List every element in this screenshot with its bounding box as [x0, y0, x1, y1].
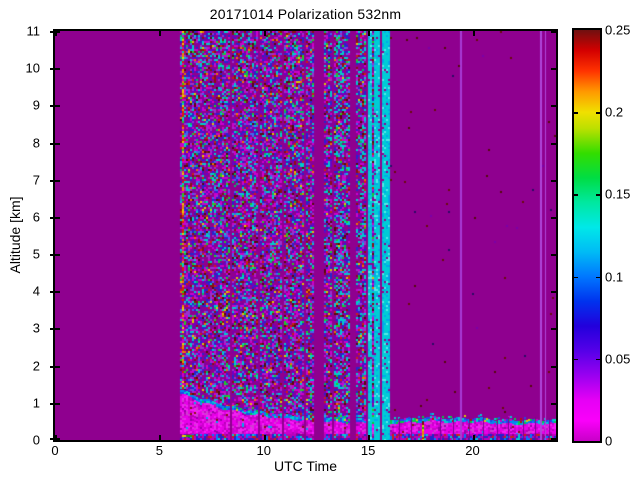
y-tick-right [551, 328, 556, 330]
colorbar-tick-label: 0 [605, 433, 613, 449]
y-tick-label: 7 [32, 172, 40, 188]
colorbar-tick-left [574, 358, 578, 361]
y-tick-left-in [55, 366, 60, 368]
x-tick-bottom [368, 435, 370, 440]
x-tick-top [473, 31, 475, 36]
colorbar-tick-label: 0.2 [605, 104, 624, 120]
colorbar-tick-right [596, 358, 600, 361]
y-tick-label: 4 [32, 283, 40, 299]
y-tick-left-out [50, 68, 54, 70]
x-tick-bottom [264, 435, 266, 440]
x-tick-top [55, 31, 57, 36]
y-tick-right [551, 68, 556, 70]
y-tick-right [551, 143, 556, 145]
colorbar-tick-left [574, 112, 578, 114]
y-tick-right [551, 291, 556, 293]
y-tick-left-out [50, 403, 54, 405]
colorbar-tick-label: 0.25 [605, 22, 631, 38]
plot-area [50, 29, 558, 442]
y-tick-left-out [50, 254, 54, 256]
y-tick-right [551, 105, 556, 107]
colorbar-tick-left [574, 194, 578, 196]
x-tick-label: 5 [155, 443, 163, 458]
x-tick-label: 15 [360, 443, 376, 458]
y-tick-left-out [50, 217, 54, 219]
heatmap-canvas [55, 31, 556, 440]
y-axis-label: Altitude [km] [7, 196, 23, 274]
y-tick-label: 10 [25, 60, 40, 76]
y-tick-right [551, 366, 556, 368]
y-tick-label: 2 [32, 358, 40, 374]
x-tick-bottom [159, 435, 161, 440]
y-tick-left-in [55, 143, 60, 145]
y-tick-label: 3 [32, 320, 40, 336]
y-tick-left-out [50, 143, 54, 145]
y-tick-left-out [50, 438, 54, 440]
y-tick-left-in [55, 254, 60, 256]
y-tick-left-in [55, 328, 60, 330]
chart-title: 20171014 Polarization 532nm [209, 6, 402, 22]
y-tick-label: 5 [32, 246, 40, 262]
x-tick-bottom [55, 435, 57, 440]
y-tick-left-in [55, 403, 60, 405]
y-tick-label: 6 [32, 209, 40, 225]
y-tick-label: 9 [32, 97, 40, 113]
colorbar [572, 28, 602, 443]
y-tick-label: 11 [26, 23, 41, 39]
y-tick-left-out [50, 180, 54, 182]
x-axis-label: UTC Time [274, 458, 337, 474]
x-tick-label: 20 [465, 443, 480, 458]
colorbar-tick-label: 0.05 [605, 351, 631, 367]
y-tick-left-out [50, 31, 54, 33]
x-tick-top [159, 31, 161, 36]
colorbar-gradient [574, 30, 600, 441]
y-tick-right [551, 217, 556, 219]
colorbar-tick-label: 0.1 [605, 269, 624, 285]
y-tick-label: 8 [32, 135, 40, 151]
y-tick-left-in [55, 217, 60, 219]
y-tick-label: 1 [32, 395, 40, 411]
y-tick-right [551, 254, 556, 256]
y-tick-left-in [55, 438, 60, 440]
x-tick-bottom [473, 435, 475, 440]
y-tick-left-out [50, 105, 54, 107]
y-tick-right [551, 180, 556, 182]
colorbar-tick-right [596, 194, 600, 196]
y-tick-right [551, 31, 556, 33]
colorbar-tick-left [574, 276, 578, 279]
x-tick-label: 10 [256, 443, 271, 458]
x-tick-top [264, 31, 266, 36]
y-tick-left-out [50, 291, 54, 293]
colorbar-tick-right [596, 112, 600, 114]
y-tick-left-out [50, 366, 54, 368]
y-tick-left-in [55, 31, 60, 33]
x-tick-label: 0 [51, 443, 59, 458]
y-tick-label: 0 [32, 432, 40, 448]
y-tick-left-out [50, 328, 54, 330]
y-tick-left-in [55, 105, 60, 107]
y-tick-left-in [55, 68, 60, 70]
y-tick-left-in [55, 180, 60, 182]
colorbar-tick-right [596, 276, 600, 279]
y-tick-left-in [55, 291, 60, 293]
x-tick-top [368, 31, 370, 36]
y-tick-right [551, 403, 556, 405]
y-tick-right [551, 438, 556, 440]
colorbar-tick-label: 0.15 [605, 186, 631, 202]
